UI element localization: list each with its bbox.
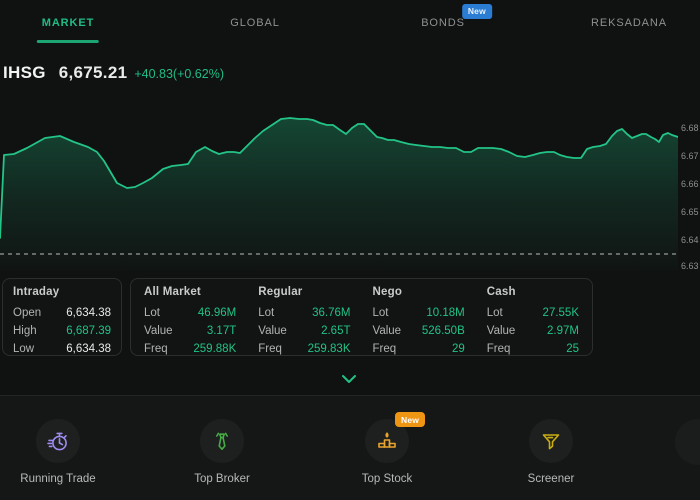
intraday-panel: Intraday Open 6,634.38 High 6,687.39 Low…: [2, 278, 122, 356]
nav-label-top-stock: Top Stock: [361, 473, 413, 485]
y-axis-label: 6.64: [681, 235, 699, 245]
bonds-new-badge: New: [461, 4, 492, 19]
intraday-row-open: Open 6,634.38: [13, 307, 111, 319]
y-axis-label: 6.65: [681, 207, 699, 217]
market-stats-panel: All Market Lot 46.96M Value 3.17T Freq 259.…: [130, 278, 593, 356]
y-axis-label: 6.66: [681, 179, 699, 189]
index-symbol: IHSG: [3, 63, 46, 82]
nav-label-top-broker: Top Broker: [194, 473, 250, 485]
tab-market[interactable]: MARKET: [36, 17, 100, 43]
intraday-title: Intraday: [13, 286, 60, 298]
quick-nav-bar: Running Trade Top Broker: [0, 396, 700, 500]
stats-col-cash: Cash Lot 27.55K Value 2.97M Freq 25: [486, 286, 579, 355]
podium-icon: [378, 432, 396, 448]
funnel-icon: [542, 434, 560, 450]
y-axis-label: 6.68: [681, 123, 699, 133]
stats-col-nego: Nego Lot 10.18M Value 526.50B Freq 29: [372, 286, 465, 355]
nav-top-stock[interactable]: New Top Stock: [327, 412, 447, 485]
tab-market-label: MARKET: [41, 17, 95, 29]
section-divider: [0, 395, 700, 396]
top-stock-new-badge: New: [395, 412, 426, 427]
intraday-row-low: Low 6,634.38: [13, 343, 111, 355]
tab-global-label: GLOBAL: [230, 17, 280, 29]
stats-col-all-market: All Market Lot 46.96M Value 3.17T Freq 259.…: [144, 286, 237, 355]
tab-reksadana-label: REKSADANA: [591, 17, 667, 29]
y-axis-label: 6.63: [681, 261, 699, 271]
stopwatch-icon: [47, 432, 67, 451]
nav-running-trade[interactable]: Running Trade: [0, 419, 118, 485]
chart-price-line: [0, 117, 678, 239]
tab-bonds[interactable]: BONDS New: [421, 4, 492, 29]
tab-global[interactable]: GLOBAL: [230, 17, 279, 29]
index-price: 6,675.21: [58, 63, 128, 82]
nav-screener[interactable]: Screener: [491, 419, 611, 485]
tie-icon: [216, 432, 229, 450]
index-change: +40.83(+0.62%): [134, 67, 224, 81]
chevron-down-icon: [342, 375, 356, 383]
y-axis-label: 6.67: [681, 151, 699, 161]
active-tab-underline: [36, 40, 100, 43]
intraday-area-chart[interactable]: 6.68 6.67 6.66 6.65 6.64 6.63: [0, 95, 700, 271]
stats-col-regular: Regular Lot 36.76M Value 2.65T Freq 259.83K: [258, 286, 351, 355]
nav-label-screener: Screener: [527, 473, 575, 485]
intraday-row-high: High 6,687.39: [13, 325, 111, 337]
tab-bonds-label: BONDS: [421, 17, 465, 29]
expand-toggle[interactable]: [341, 372, 357, 383]
nav-top-broker[interactable]: Top Broker: [162, 419, 282, 485]
chart-canvas: [0, 117, 678, 270]
index-quote: IHSG 6,675.21 +40.83(+0.62%): [3, 63, 224, 83]
tab-reksadana[interactable]: REKSADANA: [591, 17, 667, 29]
nav-label-running-trade: Running Trade: [20, 473, 96, 485]
chart-area-fill: [0, 118, 678, 270]
